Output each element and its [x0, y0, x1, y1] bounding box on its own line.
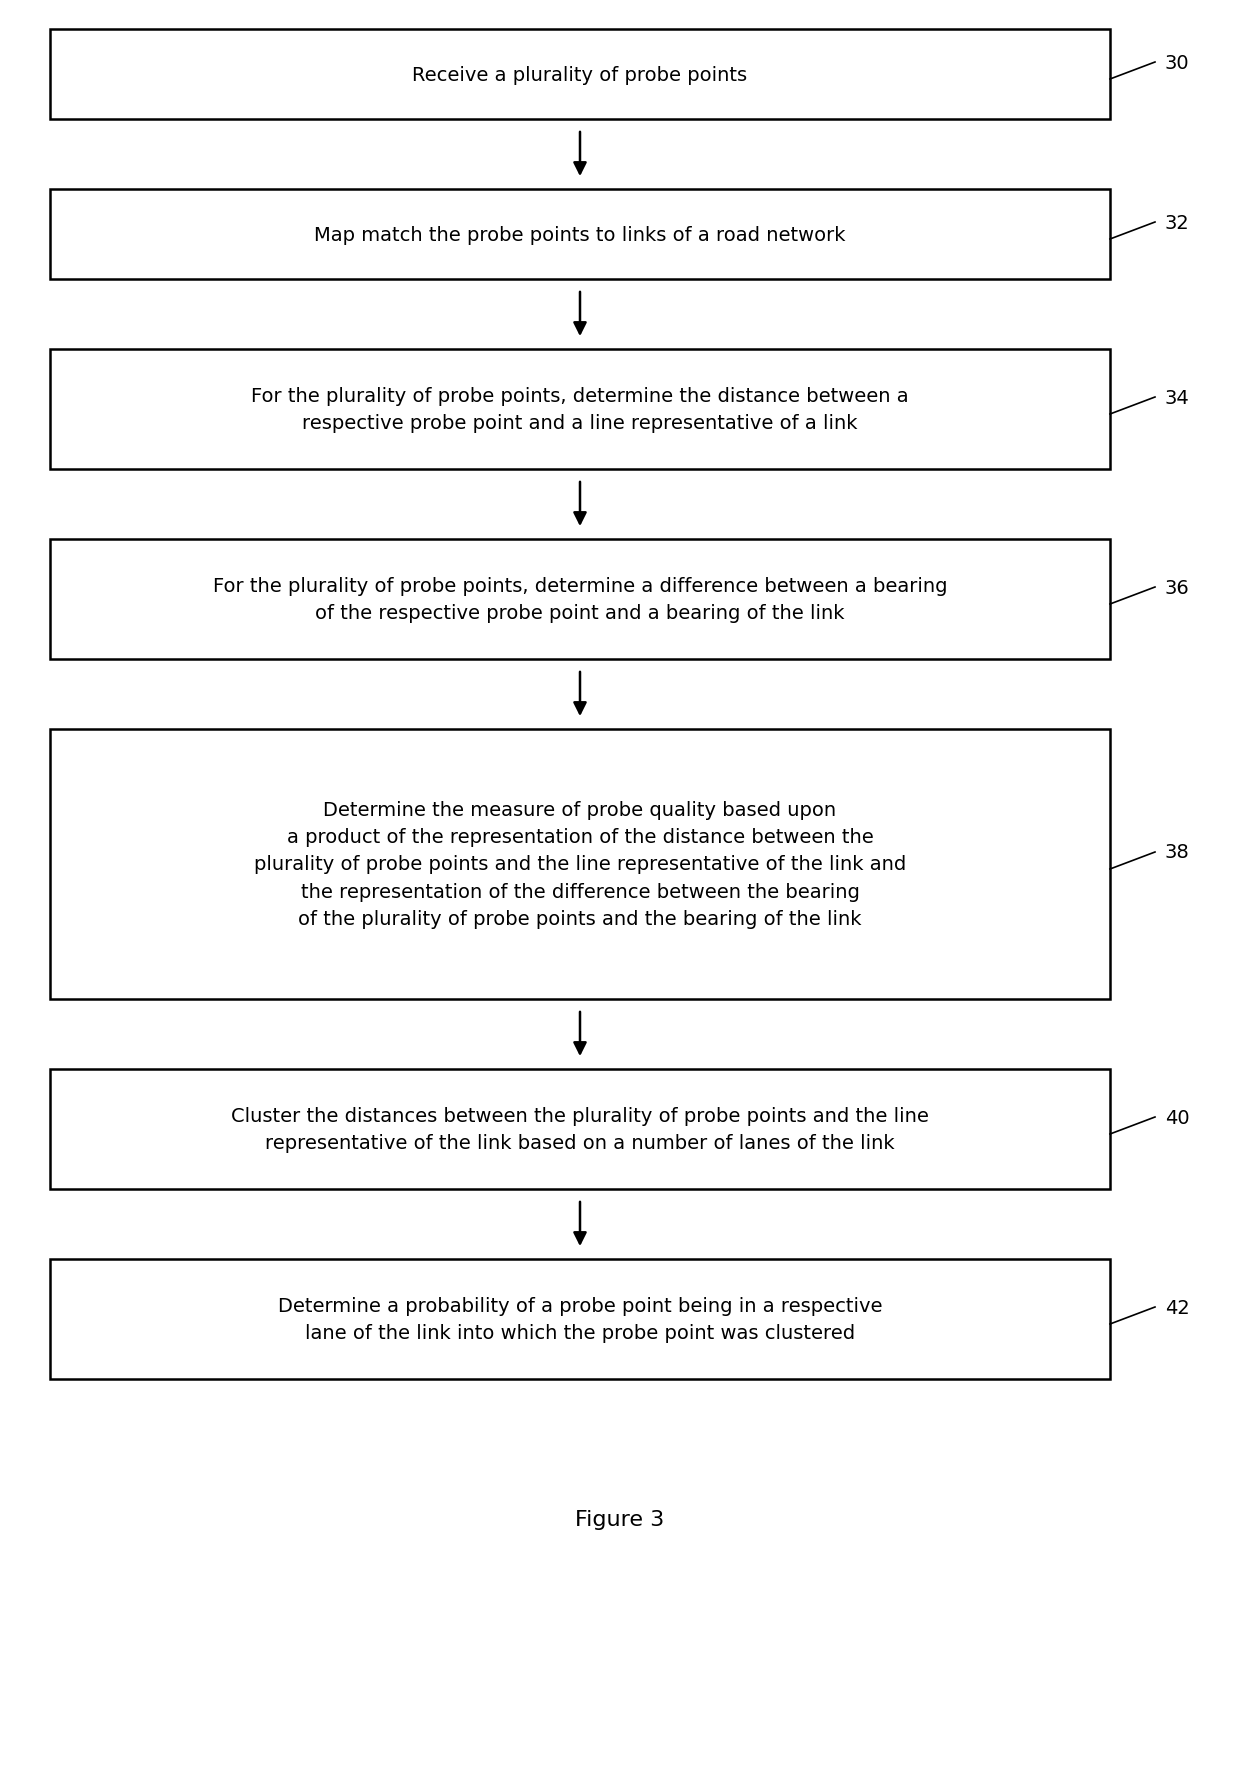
Text: 30: 30	[1166, 54, 1189, 73]
Text: 40: 40	[1166, 1107, 1189, 1127]
Text: Receive a plurality of probe points: Receive a plurality of probe points	[413, 66, 748, 84]
Bar	[50, 730, 1110, 1000]
Text: 38: 38	[1166, 843, 1189, 862]
Text: For the plurality of probe points, determine a difference between a bearing
of t: For the plurality of probe points, deter…	[213, 576, 947, 623]
Text: 36: 36	[1166, 578, 1189, 598]
Text: Map match the probe points to links of a road network: Map match the probe points to links of a…	[314, 225, 846, 245]
Text: 34: 34	[1166, 388, 1189, 408]
Text: 32: 32	[1166, 213, 1189, 233]
Text: Determine a probability of a probe point being in a respective
lane of the link : Determine a probability of a probe point…	[278, 1297, 882, 1342]
Text: Determine the measure of probe quality based upon
a product of the representatio: Determine the measure of probe quality b…	[254, 800, 906, 928]
Text: Cluster the distances between the plurality of probe points and the line
represe: Cluster the distances between the plural…	[231, 1106, 929, 1152]
Bar	[50, 1070, 1110, 1190]
Bar	[50, 1259, 1110, 1379]
Bar	[50, 30, 1110, 120]
Bar	[50, 190, 1110, 279]
Bar	[50, 351, 1110, 471]
Text: Figure 3: Figure 3	[575, 1510, 665, 1530]
Text: For the plurality of probe points, determine the distance between a
respective p: For the plurality of probe points, deter…	[252, 386, 909, 433]
Bar	[50, 540, 1110, 660]
Text: 42: 42	[1166, 1297, 1189, 1317]
